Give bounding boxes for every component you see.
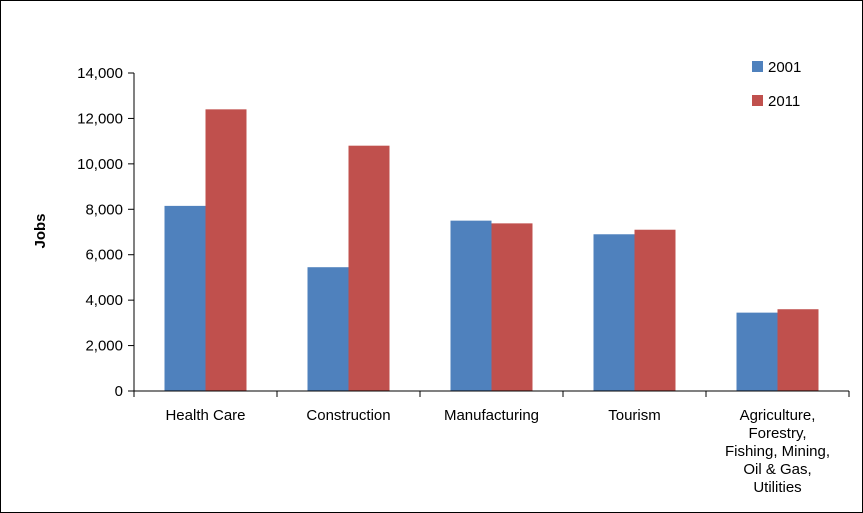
y-tick-label: 10,000 [77, 156, 123, 173]
legend-swatch-2001 [752, 61, 763, 72]
bar-2001-0 [164, 205, 206, 391]
x-tick-label: Construction [306, 407, 390, 424]
y-axis-label: Jobs [32, 213, 49, 248]
bar-2001-1 [307, 267, 349, 391]
y-tick-label: 4,000 [85, 292, 123, 309]
x-tick-labels: Health Care Construction Manufacturing Tour… [165, 407, 830, 496]
legend-label-2011: 2011 [768, 93, 800, 110]
axes [128, 72, 850, 397]
x-tick-label: Agriculture, Forestry, Fishing, Mining, Oil… [725, 407, 830, 496]
bar-2001-4 [736, 312, 778, 391]
y-tick-label: 6,000 [85, 247, 123, 264]
bar-2011-4 [777, 309, 819, 391]
y-tick-label: 2,000 [85, 338, 123, 355]
bar-2011-1 [348, 145, 390, 391]
bar-2011-2 [491, 223, 533, 391]
y-tick-label: 8,000 [85, 201, 123, 218]
x-tick-label: Health Care [165, 407, 245, 424]
legend-label-2001: 2001 [768, 59, 801, 76]
x-tick-label: Tourism [608, 407, 661, 424]
bar-2011-0 [205, 109, 247, 391]
y-tick-label: 14,000 [77, 65, 123, 82]
y-tick-label: 0 [115, 383, 123, 400]
bars [164, 109, 819, 391]
y-tick-labels: 0 2,000 4,000 6,000 8,000 10,000 12,000 14,000 [77, 65, 123, 400]
legend-swatch-2011 [752, 95, 763, 106]
bar-2001-3 [593, 234, 635, 391]
bar-2001-2 [450, 220, 492, 391]
y-tick-label: 12,000 [77, 110, 123, 127]
legend: 2001 2011 [752, 59, 801, 110]
bar-2011-3 [634, 229, 676, 391]
x-tick-label: Manufacturing [444, 407, 539, 424]
